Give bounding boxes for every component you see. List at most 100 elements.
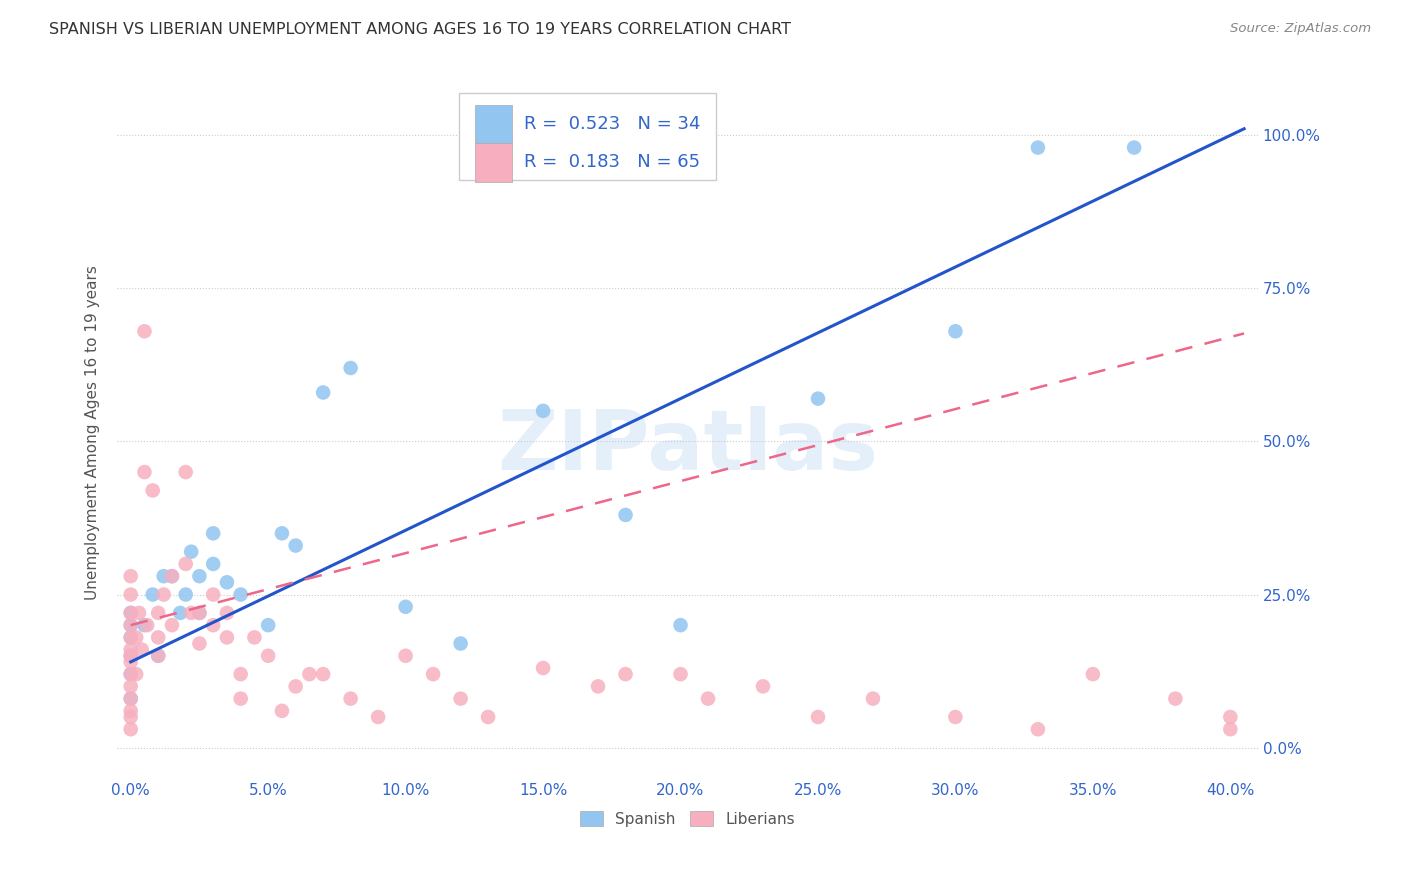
Point	[152, 569, 174, 583]
Point	[160, 618, 183, 632]
Point	[142, 483, 165, 498]
Point	[180, 544, 202, 558]
Point	[148, 606, 170, 620]
Point	[1026, 140, 1049, 154]
Point	[120, 704, 142, 718]
Point	[131, 642, 153, 657]
Point	[120, 606, 142, 620]
Point	[120, 648, 142, 663]
Point	[160, 569, 183, 583]
Point	[120, 691, 142, 706]
Point	[120, 723, 142, 737]
Point	[120, 710, 142, 724]
Point	[188, 606, 211, 620]
Point	[120, 667, 142, 681]
Point	[169, 606, 191, 620]
Point	[531, 661, 554, 675]
Point	[120, 569, 142, 583]
Point	[136, 618, 159, 632]
Point	[298, 667, 321, 681]
Point	[229, 691, 252, 706]
Point	[174, 557, 197, 571]
Point	[215, 575, 238, 590]
Point	[807, 392, 830, 406]
Point	[1123, 140, 1146, 154]
Point	[1026, 723, 1049, 737]
Point	[367, 710, 389, 724]
Point	[531, 404, 554, 418]
Point	[450, 636, 472, 650]
Legend: Spanish, Liberians: Spanish, Liberians	[574, 805, 801, 833]
Point	[257, 648, 280, 663]
Point	[120, 691, 142, 706]
Point	[394, 648, 416, 663]
Point	[339, 691, 361, 706]
Point	[120, 667, 142, 681]
Point	[188, 636, 211, 650]
Point	[586, 679, 609, 693]
Text: R =  0.183   N = 65: R = 0.183 N = 65	[524, 153, 700, 171]
Point	[202, 526, 225, 541]
Point	[148, 648, 170, 663]
Point	[120, 679, 142, 693]
Point	[862, 691, 884, 706]
Point	[450, 691, 472, 706]
Text: SPANISH VS LIBERIAN UNEMPLOYMENT AMONG AGES 16 TO 19 YEARS CORRELATION CHART: SPANISH VS LIBERIAN UNEMPLOYMENT AMONG A…	[49, 22, 792, 37]
Point	[202, 588, 225, 602]
Point	[148, 631, 170, 645]
Point	[202, 618, 225, 632]
Point	[120, 631, 142, 645]
Point	[120, 655, 142, 669]
Point	[271, 526, 294, 541]
Point	[1164, 691, 1187, 706]
Point	[152, 588, 174, 602]
Point	[312, 667, 335, 681]
Point	[120, 618, 142, 632]
Point	[120, 631, 142, 645]
Point	[125, 631, 148, 645]
Point	[120, 588, 142, 602]
Point	[752, 679, 775, 693]
Point	[142, 588, 165, 602]
Point	[180, 606, 202, 620]
Point	[807, 710, 830, 724]
FancyBboxPatch shape	[460, 94, 716, 180]
Text: R =  0.523   N = 34: R = 0.523 N = 34	[524, 115, 700, 134]
Point	[128, 606, 150, 620]
Point	[174, 465, 197, 479]
Point	[257, 618, 280, 632]
FancyBboxPatch shape	[475, 104, 512, 145]
Y-axis label: Unemployment Among Ages 16 to 19 years: Unemployment Among Ages 16 to 19 years	[86, 265, 100, 599]
Point	[1081, 667, 1104, 681]
Point	[229, 667, 252, 681]
Point	[669, 667, 692, 681]
Point	[697, 691, 720, 706]
Point	[120, 642, 142, 657]
Point	[148, 648, 170, 663]
Point	[174, 588, 197, 602]
Point	[215, 631, 238, 645]
Text: ZIPatlas: ZIPatlas	[496, 406, 877, 487]
Point	[614, 508, 637, 522]
Text: Source: ZipAtlas.com: Source: ZipAtlas.com	[1230, 22, 1371, 36]
Point	[477, 710, 499, 724]
Point	[1219, 723, 1241, 737]
Point	[614, 667, 637, 681]
Point	[215, 606, 238, 620]
Point	[284, 679, 307, 693]
Point	[339, 361, 361, 376]
Point	[125, 667, 148, 681]
Point	[945, 324, 967, 338]
Point	[422, 667, 444, 681]
Point	[312, 385, 335, 400]
Point	[120, 618, 142, 632]
Point	[202, 557, 225, 571]
Point	[160, 569, 183, 583]
Point	[120, 648, 142, 663]
Point	[188, 606, 211, 620]
Point	[271, 704, 294, 718]
Point	[394, 599, 416, 614]
Point	[229, 588, 252, 602]
Point	[188, 569, 211, 583]
Point	[120, 606, 142, 620]
